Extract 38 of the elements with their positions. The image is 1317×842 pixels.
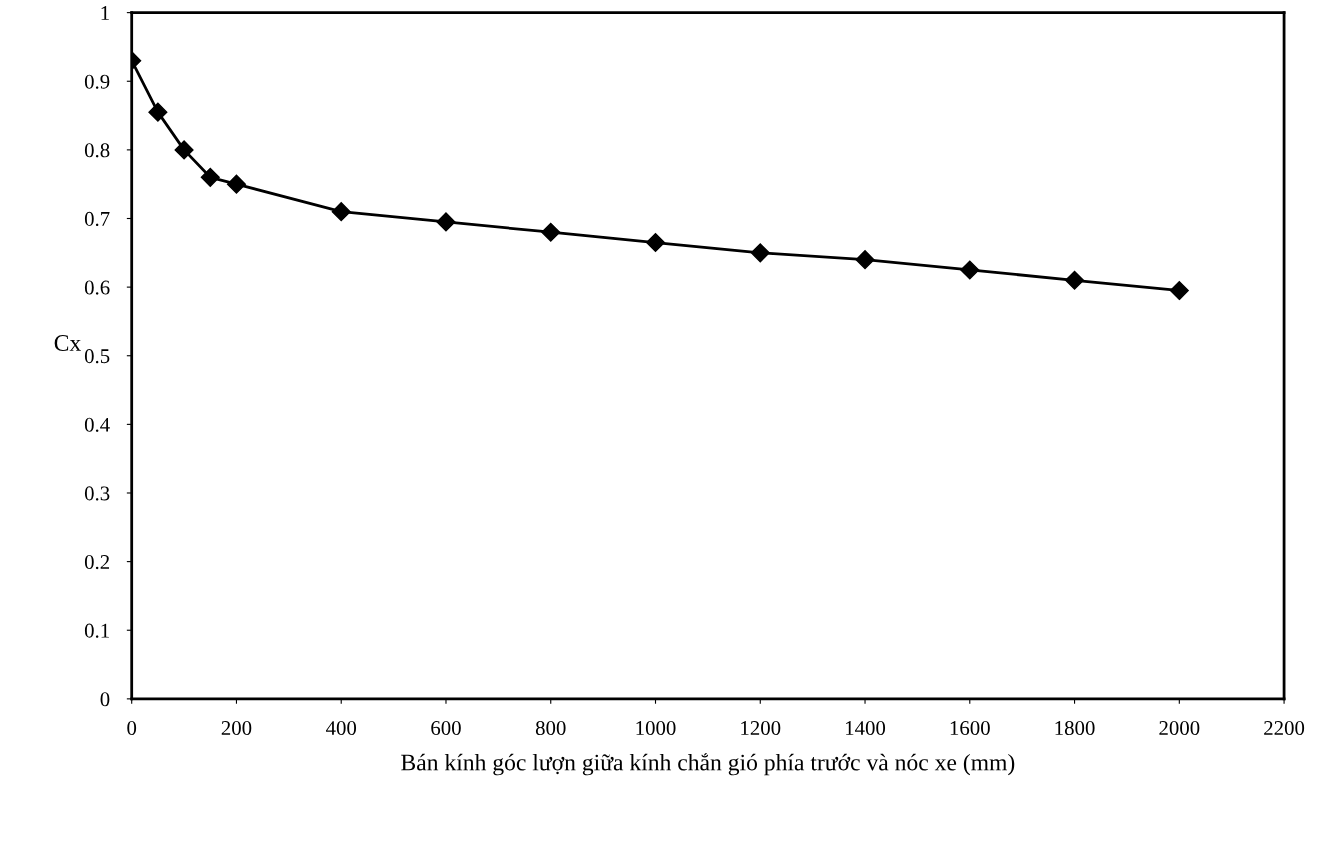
point <box>1169 281 1189 301</box>
y-tick-label: 0.7 <box>84 211 110 227</box>
y-tick-label: 0.1 <box>84 623 109 638</box>
point <box>855 250 875 270</box>
point <box>174 140 194 160</box>
x-tick-label: 1000 <box>636 720 676 736</box>
y-tick-label: 0.3 <box>84 486 110 501</box>
x-tick-label: 1600 <box>950 720 990 736</box>
point <box>541 222 561 242</box>
y-axis-title: Cx <box>54 335 81 351</box>
x-tick-label: 600 <box>431 720 461 736</box>
y-tick-label: 0.2 <box>84 554 110 570</box>
y-tick-label: 0.6 <box>84 280 110 295</box>
point <box>148 102 168 122</box>
x-tick-label: 1800 <box>1055 720 1095 736</box>
y-tick-label: 0.5 <box>84 349 110 364</box>
y-tick-label: 0.9 <box>84 74 110 89</box>
point <box>331 202 351 222</box>
y-tick-label: 0.8 <box>84 143 110 158</box>
x-tick-label: 2200 <box>1264 720 1305 736</box>
point <box>1065 270 1085 290</box>
point <box>200 167 220 187</box>
x-tick-label: 800 <box>535 720 566 736</box>
y-tick-label: 1 <box>101 6 109 20</box>
point <box>645 232 666 253</box>
x-tick-label: 1200 <box>741 720 781 736</box>
point <box>436 212 456 232</box>
x-tick-label: 200 <box>221 720 252 736</box>
point <box>960 260 980 280</box>
x-tick-label: 2000 <box>1159 720 1200 736</box>
x-tick-label: 400 <box>326 720 357 736</box>
x-tick-label: 1400 <box>846 720 886 736</box>
point <box>750 243 770 263</box>
y-tick-label: 0 <box>100 692 110 707</box>
y-tick-label: 0.4 <box>84 417 110 432</box>
x-tick-label: 0 <box>127 720 137 736</box>
x-axis-title: Bán kính góc lượn giữa kính chắn gió phía trước và nóc xe (mm) <box>401 753 1015 776</box>
point <box>226 174 246 194</box>
